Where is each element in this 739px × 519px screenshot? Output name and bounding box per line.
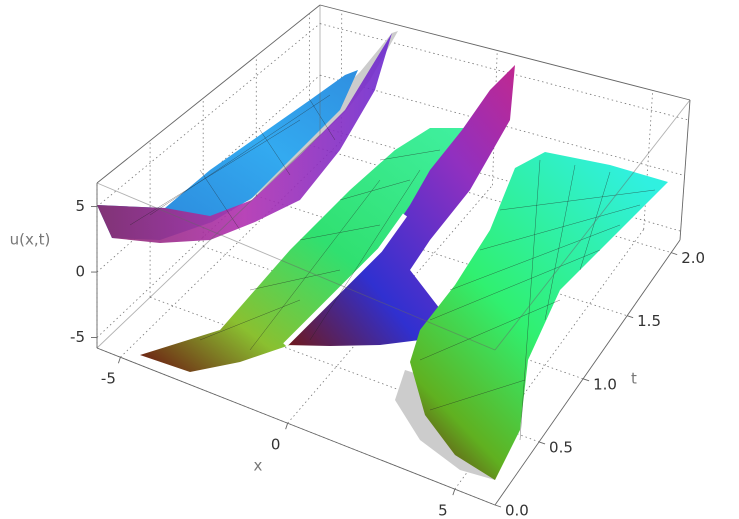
mesh [129,94,656,441]
grid-line [256,195,628,317]
y-tick-label: 0.5 [549,438,573,456]
box-edge [96,4,321,184]
x-tick [117,357,121,364]
x-tick [452,489,456,496]
z-tick-label: 5 [75,197,85,215]
bounding-box [91,4,691,508]
x-tick-label: 0 [271,436,281,454]
y-tick [494,504,502,508]
highlight [283,213,408,347]
box-edge [679,99,691,241]
y-tick [671,252,678,256]
surface-patch [410,152,668,480]
surface [97,31,668,480]
z-tick-label: 0 [75,263,85,281]
grid-line [340,10,343,142]
surface-patch [97,33,392,243]
y-tick-label: 1.0 [593,375,617,393]
y-tick [538,441,546,445]
surface-patch [97,70,358,240]
box-edge [96,182,496,351]
x-axis-label: x [254,457,263,475]
grid-line [96,23,321,207]
x-tick-label: 5 [438,502,448,519]
box-edge [319,4,691,101]
box-edge [494,239,681,506]
y-tick-label: 1.5 [637,312,661,330]
grid-line [319,23,689,121]
box-edge [494,99,691,351]
z-axis-label: u(x,t) [10,231,51,249]
grid-line [149,296,540,443]
box-edge [96,134,321,349]
surface-patch [285,65,515,346]
shadow [215,31,398,215]
x-tick [285,423,289,430]
grid-line [287,185,493,424]
z-tick-label: -5 [70,328,85,346]
surface-patch [140,128,465,372]
box-edge [96,347,496,506]
grid-line [643,90,654,230]
y-axis-label: t [631,370,637,388]
y-tick [627,315,634,319]
y-tick [582,378,590,382]
y-tick-label: 2.0 [681,249,705,267]
x-tick-label: -5 [101,370,116,388]
y-tick-label: 0.0 [505,502,529,519]
